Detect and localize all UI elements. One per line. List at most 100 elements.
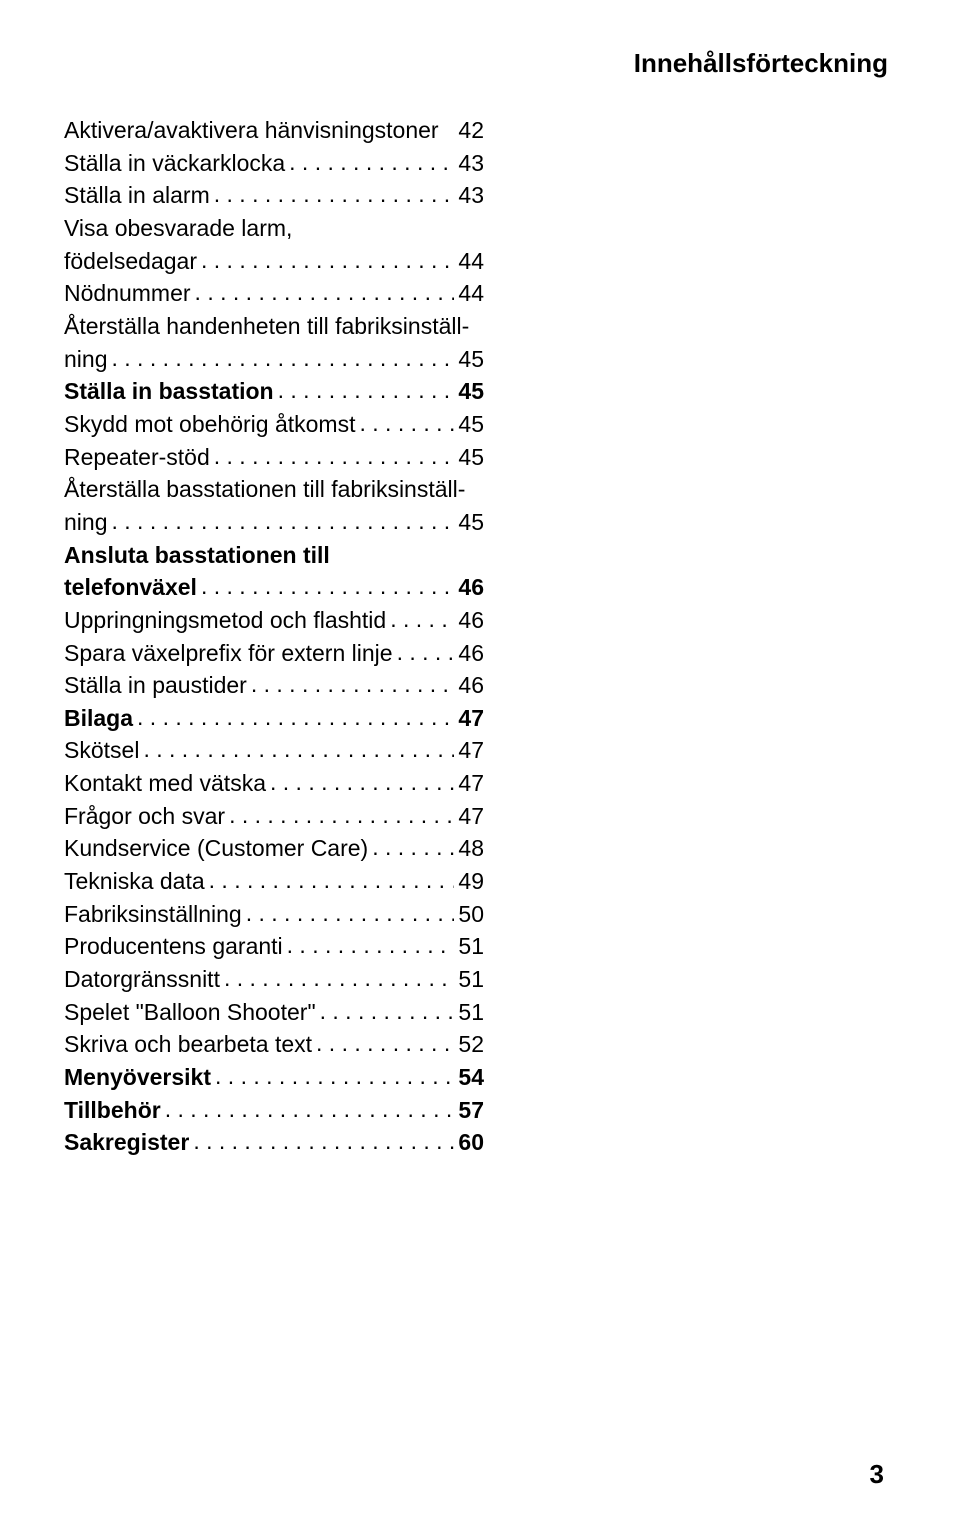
toc-page: 49 <box>458 865 484 898</box>
toc-entry: Ställa in paustider46 <box>64 669 484 702</box>
toc-label: Menyöversikt <box>64 1061 211 1094</box>
toc-label: Skötsel <box>64 734 139 767</box>
toc-page: 54 <box>458 1061 484 1094</box>
toc-label: Fabriksinställning <box>64 898 242 931</box>
toc-page: 48 <box>458 832 484 865</box>
toc-leader <box>201 570 454 603</box>
toc-entry: Tillbehör 57 <box>64 1094 484 1127</box>
page-number: 3 <box>870 1459 884 1490</box>
toc-label: Repeater-stöd <box>64 441 210 474</box>
toc-entry: Datorgränssnitt 51 <box>64 963 484 996</box>
toc-label: Återställa handenheten till fabriksinstä… <box>64 310 469 343</box>
toc-entry: födelsedagar 44 <box>64 245 484 278</box>
toc-leader <box>270 766 454 799</box>
toc-page: 45 <box>458 506 484 539</box>
toc-leader <box>137 701 454 734</box>
toc-page: 45 <box>458 343 484 376</box>
toc-entry: Sakregister60 <box>64 1126 484 1159</box>
toc-label: Bilaga <box>64 702 133 735</box>
toc-label: Datorgränssnitt <box>64 963 220 996</box>
toc-page: 51 <box>458 963 484 996</box>
toc-page: 52 <box>458 1028 484 1061</box>
toc-label: Ställa in basstation <box>64 375 274 408</box>
toc-leader <box>195 276 455 309</box>
toc-leader <box>229 799 454 832</box>
toc-entry: Menyöversikt 54 <box>64 1061 484 1094</box>
toc-entry: Uppringningsmetod och flashtid 46 <box>64 604 484 637</box>
toc-leader <box>372 831 454 864</box>
toc-leader <box>390 603 454 636</box>
toc-entry: Återställa basstationen till fabriksinst… <box>64 473 484 506</box>
toc-page: 57 <box>458 1094 484 1127</box>
toc-page: 60 <box>458 1126 484 1159</box>
toc-entry: Spara växelprefix för extern linje 46 <box>64 637 484 670</box>
table-of-contents: Aktivera/avaktivera hänvisningstoner42St… <box>64 114 484 1159</box>
toc-leader <box>214 440 455 473</box>
toc-entry: Fabriksinställning 50 <box>64 898 484 931</box>
toc-page: 43 <box>458 147 484 180</box>
toc-page: 44 <box>458 245 484 278</box>
toc-label: Uppringningsmetod och flashtid <box>64 604 386 637</box>
toc-label: Kontakt med vätska <box>64 767 266 800</box>
toc-entry: Nödnummer44 <box>64 277 484 310</box>
toc-entry: Bilaga 47 <box>64 702 484 735</box>
toc-label: Tillbehör <box>64 1094 161 1127</box>
toc-entry: Ställa in basstation 45 <box>64 375 484 408</box>
toc-entry: Ställa in alarm43 <box>64 179 484 212</box>
toc-entry: Återställa handenheten till fabriksinstä… <box>64 310 484 343</box>
toc-leader <box>287 929 455 962</box>
toc-leader <box>209 864 455 897</box>
toc-page: 44 <box>458 277 484 310</box>
toc-leader <box>111 342 454 375</box>
toc-page: 47 <box>458 800 484 833</box>
toc-label: Kundservice (Customer Care) <box>64 832 368 865</box>
toc-entry: ning 45 <box>64 506 484 539</box>
toc-entry: Producentens garanti 51 <box>64 930 484 963</box>
toc-page: 45 <box>458 441 484 474</box>
toc-entry: Visa obesvarade larm, <box>64 212 484 245</box>
toc-page: 46 <box>458 604 484 637</box>
toc-entry: Kontakt med vätska47 <box>64 767 484 800</box>
toc-leader <box>278 374 455 407</box>
toc-page: 42 <box>458 114 484 147</box>
toc-page: 45 <box>458 375 484 408</box>
toc-entry: Kundservice (Customer Care) 48 <box>64 832 484 865</box>
toc-entry: Ansluta basstationen till <box>64 539 484 572</box>
toc-page: 43 <box>458 179 484 212</box>
toc-entry: Skriva och bearbeta text52 <box>64 1028 484 1061</box>
page-title: Innehållsförteckning <box>634 48 888 79</box>
toc-leader <box>143 733 454 766</box>
toc-leader <box>251 668 455 701</box>
toc-label: Skydd mot obehörig åtkomst <box>64 408 355 441</box>
toc-entry: Skötsel47 <box>64 734 484 767</box>
toc-label: Tekniska data <box>64 865 205 898</box>
toc-leader <box>359 407 454 440</box>
toc-label: födelsedagar <box>64 245 197 278</box>
toc-page: 51 <box>458 930 484 963</box>
toc-label: telefonväxel <box>64 571 197 604</box>
toc-leader <box>165 1093 455 1126</box>
toc-page: 51 <box>458 996 484 1029</box>
toc-entry: Ställa in väckarklocka 43 <box>64 147 484 180</box>
toc-page: 45 <box>458 408 484 441</box>
toc-label: Producentens garanti <box>64 930 283 963</box>
toc-leader <box>224 962 454 995</box>
toc-leader <box>201 244 454 277</box>
toc-leader <box>193 1125 454 1158</box>
toc-label: Aktivera/avaktivera hänvisningstoner <box>64 114 439 147</box>
toc-page: 47 <box>458 702 484 735</box>
toc-label: Spara växelprefix för extern linje <box>64 637 393 670</box>
toc-entry: Frågor och svar47 <box>64 800 484 833</box>
toc-entry: Skydd mot obehörig åtkomst 45 <box>64 408 484 441</box>
toc-label: Ställa in väckarklocka <box>64 147 285 180</box>
toc-entry: Tekniska data 49 <box>64 865 484 898</box>
toc-page: 46 <box>458 571 484 604</box>
toc-page: 50 <box>458 898 484 931</box>
toc-leader <box>320 995 455 1028</box>
toc-label: Ansluta basstationen till <box>64 539 330 572</box>
toc-leader <box>316 1027 454 1060</box>
toc-label: ning <box>64 506 107 539</box>
toc-leader <box>397 636 455 669</box>
toc-page: 46 <box>458 637 484 670</box>
toc-leader <box>111 505 454 538</box>
